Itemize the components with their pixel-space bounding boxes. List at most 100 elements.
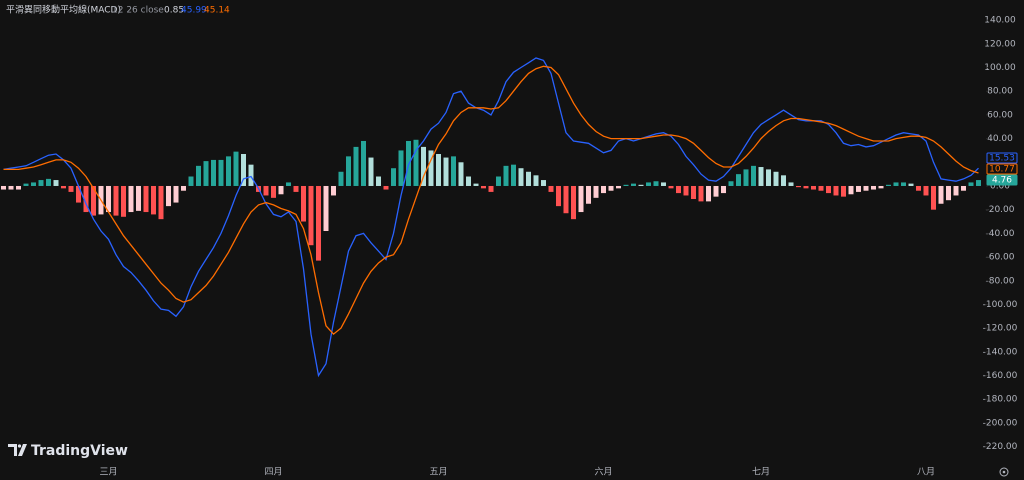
histogram-bar (833, 185, 839, 196)
histogram-bar (128, 185, 134, 213)
histogram-bar (166, 185, 171, 207)
x-tick-label: 八月 (917, 467, 935, 478)
y-tick-label: 120.00 (984, 39, 1016, 49)
histogram-bar (136, 185, 141, 211)
histogram-bar (661, 182, 666, 186)
histogram-bar (946, 185, 951, 201)
histogram-bar (548, 185, 554, 192)
histogram-bar (293, 185, 299, 192)
histogram-bar (938, 185, 944, 204)
histogram-bar (653, 181, 659, 186)
histogram-bar (46, 178, 51, 186)
histogram-bar (728, 181, 734, 186)
histogram-bar (188, 176, 194, 186)
histogram-bar (473, 183, 479, 186)
histogram-bar (443, 157, 449, 186)
y-tick-label: -20.00 (985, 205, 1014, 215)
histogram-bar (331, 185, 336, 196)
histogram-bar (323, 185, 329, 231)
histogram-bar (398, 150, 404, 186)
histogram-bar (83, 185, 89, 213)
histogram-bar (773, 171, 779, 186)
histogram-bar (878, 185, 884, 189)
plot (1, 57, 981, 378)
histogram-bar (916, 185, 921, 191)
y-tick-label: 140.00 (984, 16, 1016, 26)
histogram-bar (908, 183, 914, 186)
line (3, 57, 979, 378)
y-tick-label: -160.00 (983, 371, 1018, 381)
histogram-bar (571, 185, 576, 220)
histogram-bar (218, 159, 224, 186)
price-tag-label: 4.76 (992, 176, 1012, 186)
histogram-bar (863, 185, 869, 191)
histogram-bar (31, 182, 36, 186)
histogram-bar (511, 164, 516, 186)
histogram-bar (691, 185, 696, 200)
histogram-bar (458, 162, 464, 186)
histogram-bar (241, 154, 246, 186)
y-tick-label: -100.00 (983, 300, 1018, 310)
histogram-bar (248, 164, 254, 186)
histogram-bar (901, 182, 906, 186)
histogram-bar (743, 169, 749, 186)
histogram-bar (593, 185, 599, 198)
histogram-bar (586, 185, 591, 204)
histogram-bar (713, 185, 719, 197)
histogram-bar (113, 185, 119, 216)
histogram-bar (563, 185, 569, 214)
histogram-bar (968, 182, 974, 186)
settings-icon[interactable] (999, 467, 1009, 477)
y-tick-label: -80.00 (985, 276, 1014, 286)
histogram-bar (308, 185, 314, 246)
histogram-bar (638, 184, 644, 186)
price-tag-label: 10.77 (989, 165, 1015, 175)
histogram-bar (848, 185, 854, 195)
histogram-bar (826, 185, 831, 194)
histogram-bar (16, 185, 21, 190)
histogram-bar (676, 185, 681, 194)
line (3, 65, 979, 335)
price-tag (986, 174, 1018, 186)
histogram-bar (578, 185, 584, 213)
histogram-bar (796, 185, 801, 188)
histogram-bar (503, 165, 509, 186)
histogram-bar (631, 183, 636, 186)
histogram-bar (226, 156, 231, 186)
histogram-bar (278, 185, 284, 195)
price-tag (986, 163, 1018, 175)
histogram-bar (263, 185, 269, 196)
histogram-bar (466, 176, 471, 186)
y-tick-label: 40.00 (987, 134, 1013, 144)
histogram-bar (338, 171, 344, 186)
histogram-bar (68, 185, 74, 192)
histogram-bar (841, 185, 846, 197)
histogram-bar (893, 182, 899, 186)
price-tag (986, 152, 1018, 164)
histogram-bar (53, 180, 59, 186)
histogram-bar (413, 139, 419, 186)
histogram-bar (803, 185, 809, 189)
histogram-bar (181, 185, 186, 191)
histogram-bar (421, 146, 426, 186)
header-value: 45.99 (181, 6, 207, 16)
histogram-bar (196, 165, 201, 186)
histogram-bar (736, 174, 741, 186)
histogram-bar (608, 185, 614, 191)
y-tick-label: 60.00 (987, 110, 1013, 120)
histogram-bar (391, 168, 396, 186)
histogram-bar (211, 159, 216, 186)
histogram-bar (788, 182, 794, 186)
histogram-bar (668, 185, 674, 189)
histogram-bar (818, 185, 824, 191)
histogram-bar (173, 185, 179, 203)
histogram-bar (346, 156, 351, 186)
y-tick-label: -140.00 (983, 347, 1018, 357)
logo (8, 444, 27, 456)
x-tick-label: 三月 (99, 467, 117, 478)
y-tick-label: -60.00 (985, 253, 1014, 263)
histogram-bar (616, 185, 621, 189)
histogram-bar (976, 180, 981, 186)
watermark: TradingView (31, 443, 128, 459)
